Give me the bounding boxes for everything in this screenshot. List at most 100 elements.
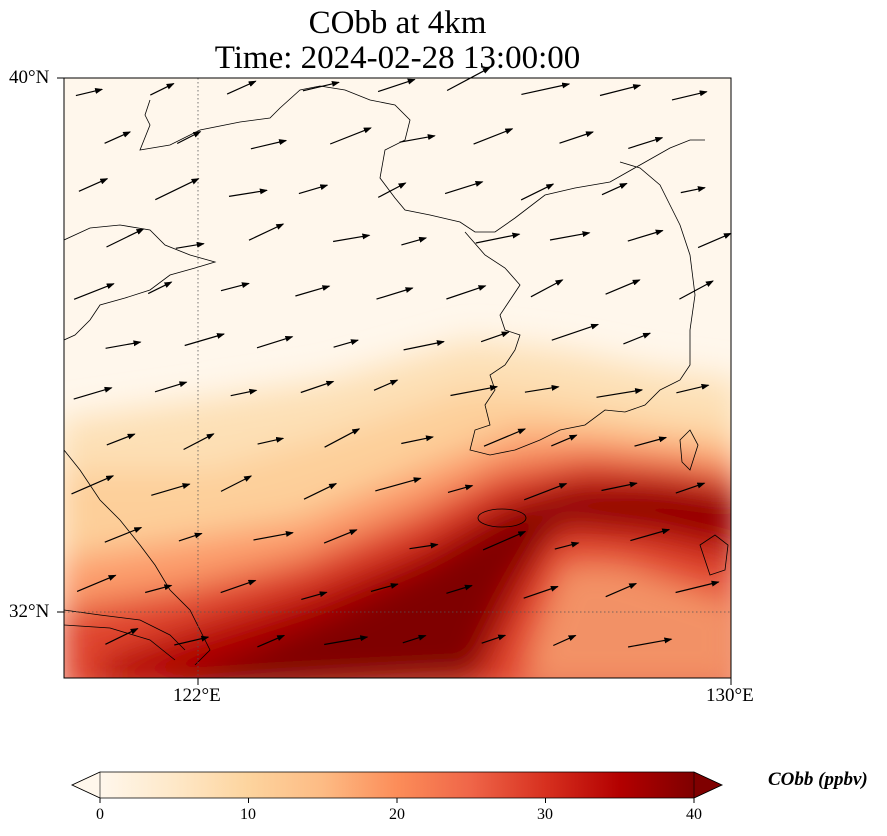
wind-arrow <box>520 183 555 201</box>
wind-arrow <box>250 139 288 150</box>
wind-arrow <box>253 531 294 541</box>
wind-arrow <box>596 388 644 398</box>
wind-arrow <box>599 84 642 97</box>
wind-arrow <box>671 90 708 101</box>
wind-arrow <box>697 232 732 249</box>
wind-arrow <box>676 383 710 394</box>
wind-arrow <box>300 380 335 394</box>
wind-arrow <box>634 436 668 447</box>
wind-arrow <box>444 181 484 195</box>
wind-arrow <box>680 186 706 194</box>
wind-arrow <box>329 127 372 145</box>
wind-arrow <box>553 634 577 647</box>
wind-arrow <box>482 530 527 551</box>
axis-ticks <box>57 77 732 685</box>
wind-arrow <box>401 435 434 445</box>
wind-arrow <box>521 82 571 95</box>
wind-arrow <box>373 379 399 391</box>
wind-arrow <box>104 526 143 543</box>
wind-arrow <box>176 131 202 145</box>
colorbar-tick-label: 10 <box>240 806 256 823</box>
wind-arrow <box>601 182 628 196</box>
wind-arrow <box>551 323 600 341</box>
wind-arrow <box>524 384 560 393</box>
wind-arrow <box>627 229 664 242</box>
wind-arrow <box>377 78 416 93</box>
wind-arrow <box>150 83 175 96</box>
wind-arrow <box>71 475 115 495</box>
wind-arrow <box>151 483 191 496</box>
wind-arrow <box>295 285 331 297</box>
wind-arrow <box>409 542 439 550</box>
wind-arrow <box>303 483 338 500</box>
wind-arrow <box>375 477 422 492</box>
wind-arrow <box>481 634 507 644</box>
wind-arrow <box>155 178 200 201</box>
wind-arrow <box>446 67 491 92</box>
wind-arrow <box>324 635 369 646</box>
wind-arrow <box>402 634 427 644</box>
wind-arrow <box>298 184 329 195</box>
concentration-field <box>64 78 731 678</box>
wind-arrow <box>174 635 210 646</box>
lon-label-122e: 122°E <box>173 685 221 706</box>
wind-arrow <box>446 584 473 594</box>
wind-arrow <box>475 232 521 244</box>
wind-arrow <box>333 339 359 348</box>
wind-arrow <box>623 332 652 345</box>
wind-arrow <box>605 279 641 295</box>
wind-arrow <box>473 128 514 145</box>
wind-arrow <box>257 436 285 445</box>
wind-arrow <box>302 80 340 92</box>
colorbar-tick-label: 30 <box>537 806 553 823</box>
wind-arrow <box>220 579 257 594</box>
wind-arrow <box>332 233 371 243</box>
gridlines <box>64 78 731 678</box>
wind-arrow <box>105 340 142 349</box>
wind-arrow <box>559 131 594 144</box>
wind-arrow <box>605 582 638 598</box>
wind-arrow <box>601 481 638 492</box>
wind-arrow <box>675 580 720 594</box>
lat-label-40n: 40°N <box>9 67 50 88</box>
wind-arrow <box>450 385 499 397</box>
lat-label-32n: 32°N <box>9 601 50 622</box>
wind-arrow <box>106 433 136 446</box>
colorbar <box>71 771 723 803</box>
wind-arrow <box>628 136 664 149</box>
wind-arrow <box>323 529 358 544</box>
lon-label-130e: 130°E <box>706 685 754 706</box>
wind-arrow <box>75 88 104 97</box>
wind-arrow <box>401 236 428 246</box>
wind-arrow <box>679 280 714 300</box>
wind-arrow <box>447 484 474 493</box>
wind-arrow <box>551 434 578 447</box>
plot-frame <box>63 77 732 679</box>
colorbar-tick-label: 20 <box>389 806 405 823</box>
wind-arrow <box>630 528 671 542</box>
colorbar-extend-high <box>693 771 723 799</box>
wind-arrow <box>154 381 188 393</box>
wind-arrow <box>377 182 407 198</box>
wind-arrow <box>183 433 215 451</box>
wind-arrow <box>228 188 268 197</box>
wind-arrow <box>446 285 487 300</box>
wind-arrow <box>220 475 253 492</box>
wind-arrow <box>230 388 258 397</box>
wind-arrow <box>104 131 132 144</box>
colorbar-tick-label: 40 <box>686 806 702 823</box>
map-title-line-2: Time: 2024-02-28 13:00:00 <box>214 40 581 76</box>
wind-arrow <box>399 134 436 143</box>
wind-arrow <box>76 574 117 592</box>
wind-arrow <box>78 178 109 192</box>
wind-arrow <box>301 591 328 600</box>
colorbar-label: CObb (ppbv) <box>768 769 868 790</box>
wind-arrow <box>184 333 225 347</box>
wind-arrow <box>530 279 564 298</box>
colorbar-extend-low <box>71 771 101 799</box>
wind-arrow <box>73 386 113 400</box>
map-title-line-1: CObb at 4km <box>308 5 487 41</box>
wind-arrow <box>220 282 250 292</box>
wind-arrow <box>675 482 706 494</box>
colorbar-tick-label: 0 <box>96 806 104 823</box>
